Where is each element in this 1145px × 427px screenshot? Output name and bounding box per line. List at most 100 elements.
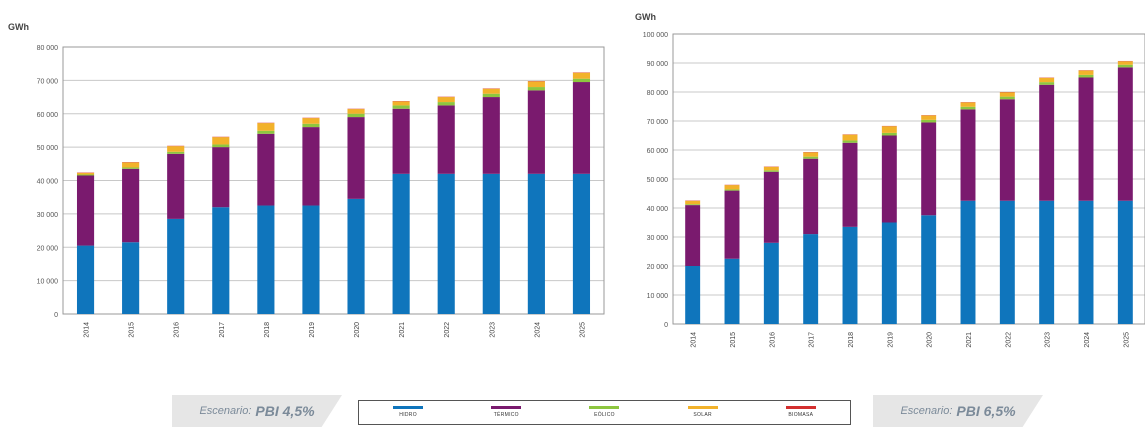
bar-segment-hidro — [212, 207, 229, 314]
y-tick-label: 90 000 — [647, 61, 669, 68]
bar-segment-térmico — [961, 109, 976, 200]
y-tick-label: 0 — [54, 312, 58, 319]
y-tick-label: 0 — [664, 322, 668, 329]
bar-segment-eólico — [803, 157, 818, 159]
y-tick-label: 70 000 — [37, 78, 59, 85]
bar-segment-hidro — [393, 174, 410, 314]
legend-swatch — [786, 406, 816, 409]
bar-segment-solar — [685, 201, 700, 204]
bar-segment-térmico — [882, 136, 897, 223]
bar-segment-hidro — [122, 242, 139, 314]
bar-segment-eólico — [573, 79, 590, 82]
bar-segment-eólico — [347, 114, 364, 117]
bar-segment-térmico — [803, 159, 818, 234]
legend-item-solar: SOLAR — [668, 406, 738, 418]
bar-segment-térmico — [764, 172, 779, 243]
bar-segment-solar — [1079, 71, 1094, 75]
bar-segment-térmico — [1079, 78, 1094, 201]
legend-item-biomasa: BIOMASA — [766, 406, 836, 418]
bar-segment-térmico — [77, 175, 94, 245]
bar-segment-térmico — [167, 154, 184, 219]
bar-segment-solar — [77, 173, 94, 175]
bar-segment-hidro — [1039, 201, 1054, 324]
bar-segment-solar — [1118, 61, 1133, 64]
bar-segment-solar — [302, 118, 319, 124]
x-tick-label: 2020 — [354, 322, 361, 338]
y-tick-label: 80 000 — [647, 90, 669, 97]
legend-item-hidro: HIDRO — [373, 406, 443, 418]
y-tick-label: 40 000 — [647, 206, 669, 213]
bar-segment-hidro — [528, 174, 545, 314]
x-tick-label: 2016 — [174, 322, 181, 338]
legend-swatch — [688, 406, 718, 409]
bar-segment-solar — [122, 162, 139, 167]
bar-segment-térmico — [122, 169, 139, 242]
y-tick-label: 30 000 — [647, 235, 669, 242]
bar-segment-hidro — [882, 223, 897, 325]
x-tick-label: 2023 — [489, 322, 496, 338]
y-tick-label: 20 000 — [647, 264, 669, 271]
scenario-badge-left: Escenario: PBI 4,5% — [172, 395, 342, 427]
y-tick-label: 30 000 — [37, 212, 59, 219]
bar-segment-solar — [257, 123, 274, 131]
y-tick-label: 100 000 — [643, 32, 668, 39]
bar-segment-hidro — [257, 206, 274, 314]
bar-segment-eólico — [764, 170, 779, 171]
bar-segment-eólico — [212, 144, 229, 147]
bar-segment-hidro — [685, 266, 700, 324]
bar-segment-solar — [167, 146, 184, 152]
bar-segment-térmico — [257, 134, 274, 206]
bar-segment-hidro — [573, 174, 590, 314]
bar-segment-eólico — [122, 167, 139, 168]
bar-segment-térmico — [302, 127, 319, 205]
x-tick-label: 2014 — [84, 322, 91, 338]
y-axis-label: GWh — [635, 12, 656, 22]
bar-segment-térmico — [212, 147, 229, 207]
scenario-label: Escenario: — [199, 405, 251, 417]
x-tick-label: 2015 — [730, 332, 737, 348]
bar-segment-hidro — [167, 219, 184, 314]
legend-swatch — [393, 406, 423, 409]
bar-segment-hidro — [302, 206, 319, 314]
bar-segment-térmico — [725, 191, 740, 259]
bar-segment-solar — [961, 102, 976, 106]
bar-segment-eólico — [725, 189, 740, 190]
bar-segment-térmico — [483, 97, 500, 174]
bar-segment-eólico — [1000, 97, 1015, 100]
bar-segment-eólico — [1118, 65, 1133, 68]
legend-label: BIOMASA — [788, 412, 813, 418]
y-tick-label: 50 000 — [647, 177, 669, 184]
x-tick-label: 2022 — [1005, 332, 1012, 348]
bar-segment-solar — [1039, 78, 1054, 82]
x-tick-label: 2025 — [579, 322, 586, 338]
bar-segment-eólico — [257, 131, 274, 134]
legend-label: HIDRO — [399, 412, 417, 418]
bar-segment-hidro — [921, 215, 936, 324]
bar-segment-eólico — [1039, 82, 1054, 85]
bar-segment-hidro — [347, 199, 364, 314]
bar-segment-hidro — [961, 201, 976, 324]
bar-segment-eólico — [77, 174, 94, 175]
x-tick-label: 2018 — [264, 322, 271, 338]
x-tick-label: 2024 — [534, 322, 541, 338]
bar-segment-hidro — [77, 246, 94, 314]
bar-segment-solar — [393, 101, 410, 105]
bar-segment-térmico — [1000, 99, 1015, 201]
bar-segment-solar — [882, 126, 897, 133]
scenario-value: PBI 4,5% — [255, 403, 314, 419]
bar-segment-térmico — [347, 117, 364, 199]
bar-segment-eólico — [882, 133, 897, 136]
legend-swatch — [589, 406, 619, 409]
bar-segment-hidro — [803, 234, 818, 324]
x-tick-label: 2020 — [927, 332, 934, 348]
bar-segment-hidro — [1000, 201, 1015, 324]
bar-segment-eólico — [302, 124, 319, 127]
bar-segment-térmico — [921, 122, 936, 215]
bar-segment-solar — [483, 89, 500, 94]
bar-segment-solar — [764, 167, 779, 170]
legend: HIDRO TÉRMICO EÓLICO SOLAR BIOMASA — [358, 400, 851, 425]
x-tick-label: 2018 — [848, 332, 855, 348]
legend-swatch — [491, 406, 521, 409]
